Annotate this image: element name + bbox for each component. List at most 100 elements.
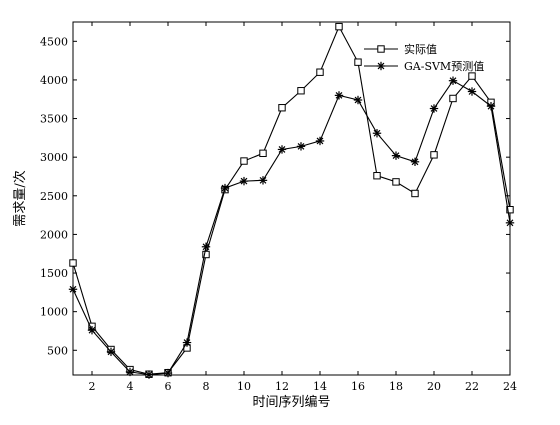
x-tick-label: 4 [127,380,134,393]
series-2 [68,76,515,379]
y-tick-label: 2500 [40,190,68,203]
y-tick-label: 3000 [40,151,68,164]
y-tick-label: 1000 [40,306,68,319]
data-point-square [240,157,248,165]
asterisk-stroke [449,77,457,85]
legend-item: GA-SVM预测值 [364,60,484,73]
series-line [72,25,511,375]
asterisk-stroke [354,96,362,104]
x-tick-label: 24 [503,380,517,393]
y-tick-label: 4500 [40,35,68,48]
y-tick-label: 2000 [40,228,68,241]
asterisk-stroke [164,369,172,377]
y-tick-label: 4000 [40,74,68,87]
x-tick-label: 16 [351,380,365,393]
x-tick-label: 10 [237,380,251,393]
data-point-asterisk [372,129,382,138]
plot-border [72,21,511,376]
data-point-square [278,104,286,112]
data-point-square [506,206,514,214]
data-point-asterisk [163,368,173,378]
data-point-square [259,149,267,158]
data-point-square [373,172,381,180]
asterisk-stroke [468,88,476,95]
data-point-asterisk [125,367,135,377]
data-point-asterisk [467,87,477,96]
asterisk-stroke [126,368,134,376]
asterisk-stroke [259,176,267,184]
series-1 [69,22,514,378]
y-axis-title: 需求量/次 [12,170,28,226]
asterisk-stroke [392,152,400,160]
data-point-asterisk [258,176,268,185]
data-point-asterisk [182,338,192,347]
plot-frame [72,21,511,376]
data-point-square [297,87,305,95]
x-axis-title: 时间序列编号 [252,395,330,410]
asterisk-stroke [335,91,343,99]
asterisk-stroke [240,177,248,185]
data-point-asterisk [429,104,439,113]
data-point-asterisk [87,325,97,335]
data-point-asterisk [144,370,154,379]
x-tick-label: 22 [465,380,479,393]
data-point-asterisk [334,91,344,100]
asterisk-stroke [506,219,514,227]
asterisk-stroke [69,285,77,293]
data-point-asterisk [376,61,386,71]
data-point-asterisk [410,157,420,167]
asterisk-stroke [297,142,305,150]
data-point-square [202,250,210,259]
x-tick-label: 8 [203,380,210,393]
data-point-asterisk [277,145,287,154]
data-point-square [468,72,476,80]
data-point-asterisk [220,183,230,193]
data-point-asterisk [239,176,249,186]
asterisk-stroke [377,62,385,70]
x-tick-label: 14 [313,380,327,393]
asterisk-stroke [107,348,115,356]
asterisk-stroke [316,137,324,145]
x-tick-label: 20 [427,380,441,393]
x-tick-label: 18 [389,380,403,393]
data-point-square [377,45,385,53]
x-tick-label: 6 [165,380,172,393]
data-point-square [430,151,438,159]
asterisk-stroke [202,243,210,251]
asterisk-stroke [145,371,153,379]
x-tick-label: 12 [275,380,289,393]
legend-label: GA-SVM预测值 [404,60,484,73]
data-point-square [316,68,324,76]
legend-label: 实际值 [404,42,437,56]
data-point-asterisk [106,347,116,357]
series-layer [68,22,515,379]
y-tick-label: 3500 [40,113,68,126]
asterisk-stroke [411,158,419,166]
data-point-asterisk [296,142,306,151]
data-point-asterisk [505,218,515,228]
data-point-asterisk [448,76,458,85]
data-point-square [392,178,400,186]
legend: 实际值 GA-SVM预测值 [364,42,484,73]
data-point-asterisk [315,136,325,146]
data-point-square [354,58,362,66]
y-tick-label: 500 [47,344,68,357]
x-axis-ticks: 2 4 6 8 10 12 14 16 18 20 22 24 [89,22,517,393]
asterisk-stroke [430,105,438,112]
y-tick-label: 1500 [40,267,68,280]
asterisk-stroke [88,326,96,334]
asterisk-stroke [221,184,229,192]
data-point-asterisk [486,101,496,111]
data-point-asterisk [201,242,211,251]
asterisk-stroke [487,102,495,110]
legend-item: 实际值 [364,42,437,56]
asterisk-stroke [183,339,191,346]
data-point-square [411,189,419,198]
data-point-square [335,22,343,31]
data-point-asterisk [353,95,363,105]
asterisk-stroke [278,146,286,153]
data-point-asterisk [68,285,78,294]
y-axis-ticks: 500 1000 1500 2000 2500 3000 3500 4000 4500 [40,35,510,357]
